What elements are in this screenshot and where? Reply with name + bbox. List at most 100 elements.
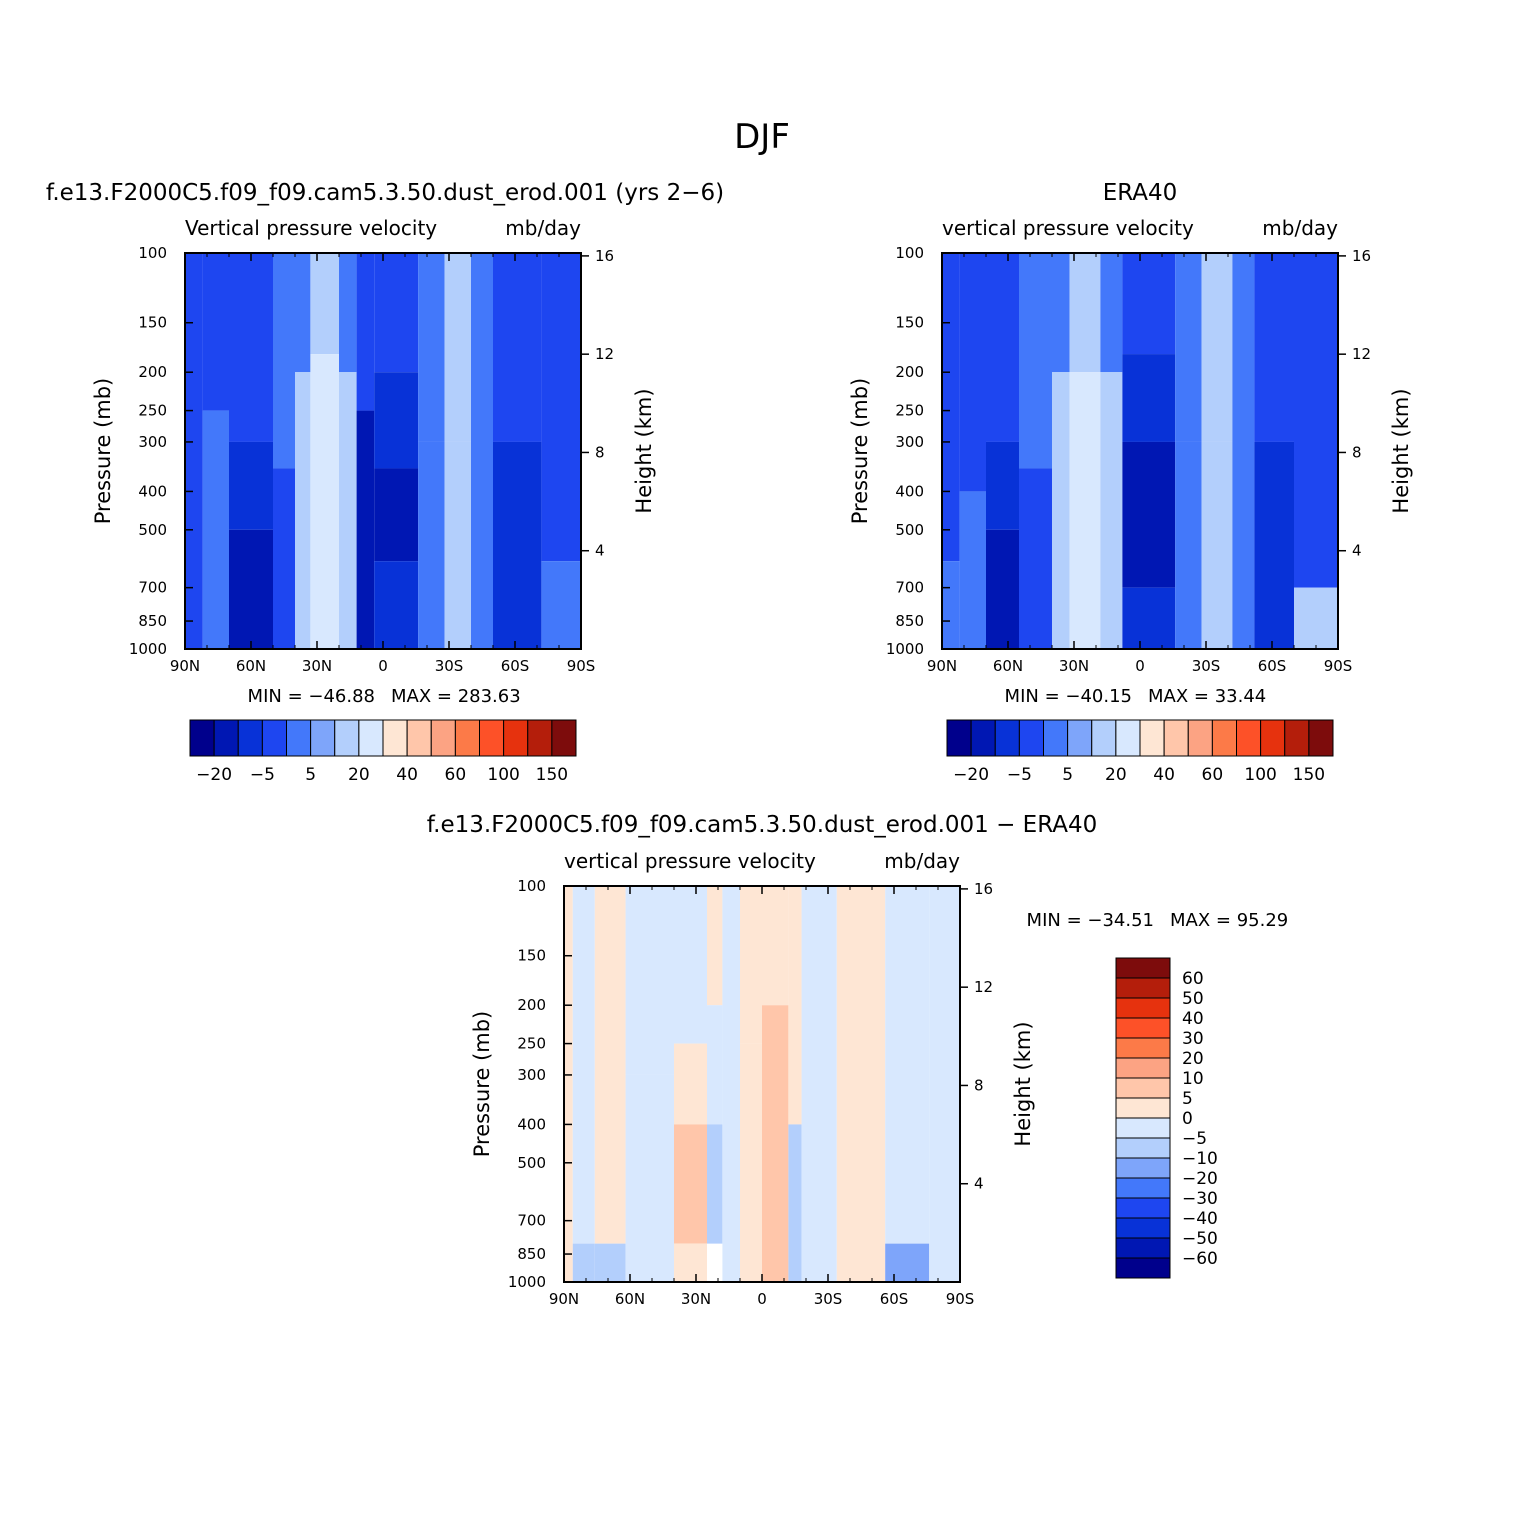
colorbar-label: −50	[1182, 1229, 1218, 1249]
y-tick-label: 850	[138, 612, 167, 630]
y-tick-label: 250	[895, 402, 924, 420]
contour-cell	[229, 253, 273, 442]
y-tick-label: 250	[138, 402, 167, 420]
y2-tick-label: 16	[595, 247, 614, 265]
colorbar-swatch	[1091, 719, 1117, 757]
contour-cell	[1254, 441, 1294, 649]
x-tick-label: 90N	[170, 657, 200, 675]
y-tick-label: 700	[517, 1212, 546, 1230]
contour-cell	[295, 253, 311, 373]
y-axis-label: Pressure (mb)	[848, 378, 872, 525]
x-tick-label: 30S	[1192, 657, 1221, 675]
x-tick-label: 30S	[435, 657, 464, 675]
contour-cell	[836, 886, 886, 1282]
contour-cell	[1254, 253, 1294, 442]
contour-cell	[185, 253, 203, 649]
contour-cell	[674, 1243, 707, 1282]
y-tick-label: 300	[895, 433, 924, 451]
contour-cell	[339, 372, 357, 649]
colorbar-label: 0	[1182, 1109, 1193, 1129]
contour-cell	[625, 1074, 674, 1282]
panels-layer: f.e13.F2000C5.f09_f09.cam5.3.50.dust_ero…	[46, 180, 1413, 1308]
contour-field	[185, 253, 581, 649]
x-tick-label: 60S	[1258, 657, 1287, 675]
contour-cell	[229, 529, 273, 649]
y2-tick-label: 12	[974, 978, 993, 996]
y-tick-label: 1000	[129, 640, 167, 658]
y-tick-label: 250	[517, 1035, 546, 1053]
colorbar-swatch	[503, 719, 529, 757]
y-tick-label: 1000	[886, 640, 924, 658]
y-axis-label: Pressure (mb)	[91, 378, 115, 525]
contour-cell	[229, 441, 273, 530]
colorbar-swatch	[1115, 719, 1141, 757]
colorbar-label: 30	[1182, 1029, 1204, 1049]
colorbar-label: −60	[1182, 1249, 1218, 1269]
y2-tick-label: 8	[1352, 443, 1362, 461]
y-tick-label: 200	[138, 363, 167, 381]
y-tick-label: 100	[895, 244, 924, 262]
y-tick-label: 100	[138, 244, 167, 262]
contour-cell	[1019, 468, 1052, 649]
contour-cell	[986, 441, 1019, 530]
contour-cell	[674, 886, 707, 1044]
colorbar-swatch	[551, 719, 577, 757]
y-tick-label: 200	[517, 996, 546, 1014]
colorbar-swatch	[1115, 1057, 1171, 1079]
colorbar-swatch	[454, 719, 480, 757]
contour-cell	[1201, 441, 1233, 649]
contour-cell	[374, 561, 419, 649]
colorbar-swatch	[1115, 1197, 1171, 1219]
x-tick-label: 0	[757, 1290, 767, 1308]
colorbar-swatch	[527, 719, 553, 757]
contour-cell	[572, 886, 595, 1244]
colorbar-swatch	[1115, 957, 1171, 979]
colorbar-label: 50	[1182, 989, 1204, 1009]
contour-cell	[625, 886, 674, 1075]
colorbar-swatch	[1115, 1237, 1171, 1259]
panel-subtitle-left: vertical pressure velocity	[564, 849, 816, 873]
colorbar-swatch	[1115, 1117, 1171, 1139]
colorbar-label: 150	[1293, 765, 1325, 785]
y-tick-label: 500	[895, 521, 924, 539]
colorbar-swatch	[430, 719, 456, 757]
x-tick-label: 30S	[814, 1290, 843, 1308]
colorbar-label: 60	[1202, 765, 1224, 785]
contour-cell	[374, 253, 419, 373]
min-label: MIN = −34.51	[1027, 910, 1154, 931]
x-tick-label: 90S	[946, 1290, 975, 1308]
max-label: MAX = 283.63	[391, 686, 521, 707]
contour-cell	[942, 253, 960, 562]
contour-cell	[722, 886, 740, 1282]
colorbar-swatch	[1260, 719, 1286, 757]
contour-cell	[493, 253, 542, 442]
contour-cell	[762, 886, 789, 1006]
y-tick-label: 400	[895, 482, 924, 500]
max-label: MAX = 33.44	[1148, 686, 1266, 707]
panel-1: f.e13.F2000C5.f09_f09.cam5.3.50.dust_ero…	[46, 180, 724, 785]
colorbar-swatch	[358, 719, 384, 757]
colorbar-label: −20	[1182, 1169, 1218, 1189]
contour-cell	[986, 529, 1019, 649]
contour-cell	[310, 354, 339, 649]
colorbar-swatch	[1163, 719, 1189, 757]
contour-cell	[1122, 587, 1176, 649]
contour-cell	[674, 1124, 707, 1244]
colorbar-label: 5	[1182, 1089, 1193, 1109]
contour-cell	[541, 253, 581, 562]
y-tick-label: 500	[138, 521, 167, 539]
contour-cell	[707, 886, 723, 1006]
min-label: MIN = −46.88	[248, 686, 375, 707]
colorbar-swatch	[213, 719, 239, 757]
colorbar-swatch	[1067, 719, 1093, 757]
y-tick-label: 200	[895, 363, 924, 381]
contour-cell	[1175, 253, 1202, 442]
colorbar-label: 150	[536, 765, 568, 785]
y2-tick-label: 16	[1352, 247, 1371, 265]
contour-cell	[801, 886, 837, 1282]
contour-cell	[707, 1005, 723, 1125]
panel-2: ERA40 vertical pressure velocity mb/day 90N…	[848, 180, 1413, 785]
contour-cell	[1100, 253, 1123, 373]
y-tick-label: 150	[138, 314, 167, 332]
contour-cell	[959, 253, 986, 492]
